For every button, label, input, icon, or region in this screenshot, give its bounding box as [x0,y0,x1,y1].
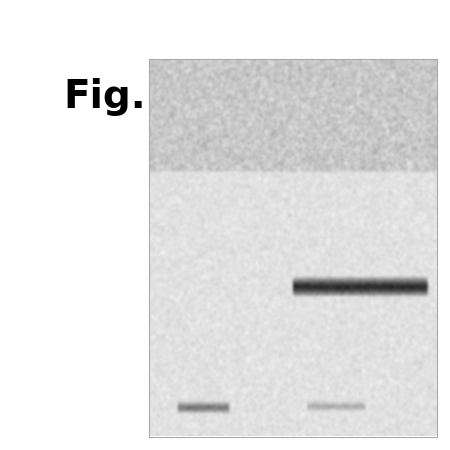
Text: +: + [317,87,340,115]
Text: Fig.1: Fig.1 [63,78,173,116]
Text: Serum: Serum [232,70,313,94]
Text: -: - [233,87,243,115]
